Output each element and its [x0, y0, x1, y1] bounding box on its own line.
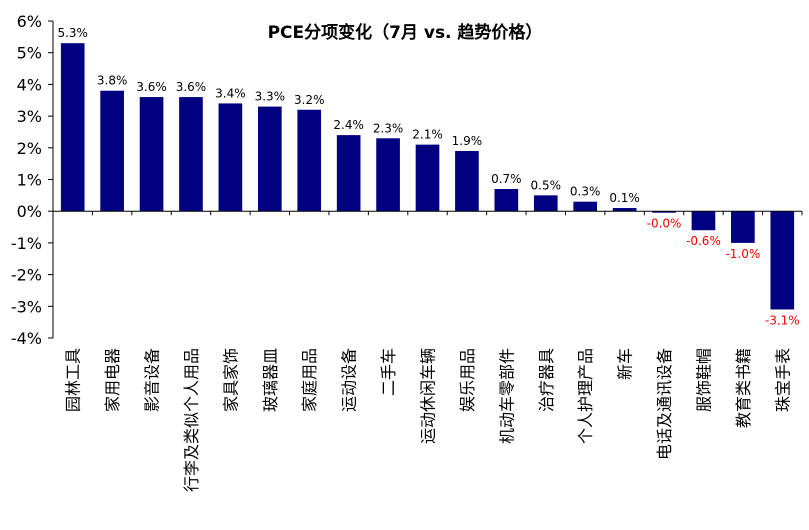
bar: [455, 150, 479, 212]
x-tick-label: 玻璃器皿: [261, 348, 280, 412]
chart-title: PCE分项变化（7月 vs. 趋势价格）: [268, 22, 543, 43]
data-label: 3.8%: [97, 74, 128, 88]
data-labels: 5.3% 3.8% 3.6% 3.6% 3.4% 3.3% 3.2% 2.4% 2.3% 2.1%…: [57, 26, 799, 327]
data-label: 0.5%: [531, 178, 562, 192]
x-tick-label: 行李及类似个人用品: [182, 348, 201, 492]
data-label: 3.2%: [294, 93, 325, 107]
x-tick-label: 家庭用品: [300, 348, 319, 412]
y-tick-label: 3%: [17, 107, 42, 126]
y-tick-label: 0%: [17, 202, 42, 221]
y-tick-label: -4%: [11, 329, 42, 348]
bars: [60, 43, 795, 310]
data-label: -3.1%: [765, 313, 800, 327]
x-tick-label: 运动设备: [340, 348, 359, 412]
bar: [376, 138, 400, 212]
data-label: 2.3%: [373, 121, 404, 135]
bar: [297, 109, 322, 212]
data-label: 2.4%: [333, 118, 364, 132]
x-tick-label: 影音设备: [143, 348, 162, 412]
x-tick-label: 珠宝手表: [773, 348, 792, 412]
x-tick-label: 个人护理产品: [576, 348, 595, 444]
x-tick-label: 家具家饰: [221, 348, 240, 412]
bar: [100, 90, 124, 212]
bar: [494, 189, 519, 212]
x-tick-label: 园林工具: [64, 348, 83, 412]
data-label: 5.3%: [57, 26, 88, 40]
data-label: 3.4%: [215, 86, 246, 100]
x-axis: 园林工具 家用电器 影音设备 行李及类似个人用品 家具家饰 玻璃器皿 家庭用品 运动设备 二手车…: [52, 210, 803, 492]
x-tick-label: 二手车: [379, 348, 398, 396]
x-tick-label: 电话及通讯设备: [655, 348, 674, 460]
bar: [415, 144, 440, 212]
data-label: 3.3%: [255, 90, 286, 104]
y-tick-label: -2%: [11, 266, 42, 285]
data-label: 0.1%: [609, 191, 640, 205]
data-label: -0.6%: [686, 234, 721, 248]
y-tick-label: 1%: [17, 171, 42, 190]
x-tick-label: 机动车零部件: [497, 348, 516, 444]
x-tick-label: 治疗器具: [537, 348, 556, 412]
data-label: 0.3%: [570, 185, 601, 199]
x-tick-label: 运动休闲车辆: [419, 348, 438, 444]
x-tick-label: 教育类书籍: [734, 348, 753, 428]
y-tick-label: 4%: [17, 75, 42, 94]
data-label: -0.0%: [647, 217, 682, 231]
x-tick-label: 娱乐用品: [458, 348, 477, 412]
data-label: 3.6%: [136, 80, 167, 94]
bar: [770, 211, 795, 310]
data-label: 3.6%: [176, 80, 207, 94]
data-label: 0.7%: [491, 172, 522, 186]
data-label: -1.0%: [725, 247, 760, 261]
data-label: 1.9%: [452, 134, 483, 148]
bar: [218, 103, 243, 212]
bar: [612, 208, 637, 212]
x-tick-label: 新车: [616, 348, 635, 380]
x-tick-label: 家用电器: [103, 348, 122, 412]
y-tick-label: -1%: [11, 234, 42, 253]
bar: [731, 211, 755, 243]
y-axis: -4% -3% -2% -1% 0% 1% 2% 3% 4% 5% 6%: [11, 12, 54, 348]
y-tick-label: -3%: [11, 297, 42, 316]
bar: [179, 97, 203, 212]
bar: [533, 195, 558, 212]
bar: [573, 201, 598, 212]
y-tick-label: 6%: [17, 12, 42, 31]
bar: [60, 43, 85, 212]
bar: [336, 135, 361, 212]
data-label: 2.1%: [412, 128, 443, 142]
bar: [691, 211, 716, 231]
x-tick-label: 服饰鞋帽: [694, 348, 713, 412]
bar: [139, 97, 164, 212]
bar: [257, 106, 282, 212]
bar: [652, 211, 676, 213]
y-tick-label: 5%: [17, 44, 42, 63]
y-tick-label: 2%: [17, 139, 42, 158]
